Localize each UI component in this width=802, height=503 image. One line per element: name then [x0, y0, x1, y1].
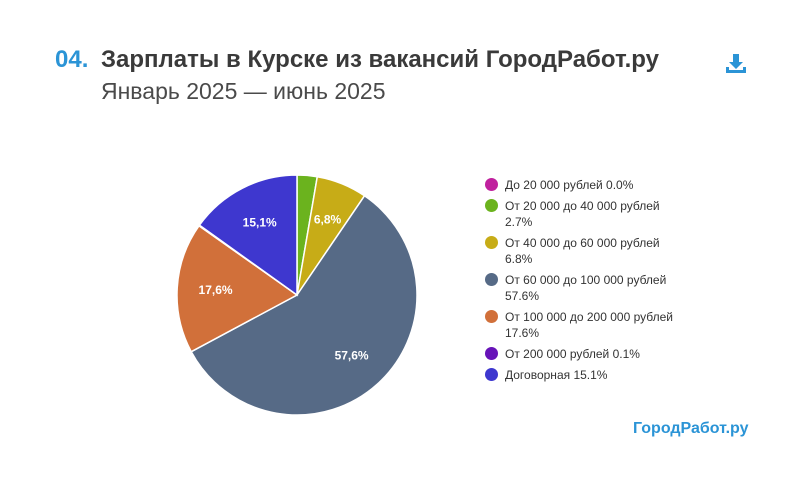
- pie-chart: 6,8% 57,6% 17,6% 15,1%: [176, 174, 418, 416]
- download-icon[interactable]: [724, 52, 748, 76]
- legend-label: От 100 000 до 200 000 рублей 17.6%: [505, 310, 673, 340]
- legend-item[interactable]: От 40 000 до 60 000 рублей 6.8%: [485, 235, 685, 267]
- legend-item[interactable]: От 100 000 до 200 000 рублей 17.6%: [485, 309, 685, 341]
- slice-data-label: 17,6%: [199, 283, 233, 297]
- slice-data-label: 57,6%: [335, 349, 369, 363]
- legend-item[interactable]: От 200 000 рублей 0.1%: [485, 346, 685, 362]
- slice-data-label: 15,1%: [243, 215, 277, 229]
- legend-marker: [485, 199, 498, 212]
- legend-label: От 40 000 до 60 000 рублей 6.8%: [505, 236, 660, 266]
- legend-label: Договорная 15.1%: [505, 368, 608, 382]
- pie-slice[interactable]: [198, 174, 298, 297]
- chart-legend: До 20 000 рублей 0.0% От 20 000 до 40 000…: [485, 177, 685, 388]
- legend-marker: [485, 178, 498, 191]
- legend-item[interactable]: До 20 000 рублей 0.0%: [485, 177, 685, 193]
- legend-marker: [485, 273, 498, 286]
- brand-logo: ГородРабот.ру: [633, 420, 749, 437]
- legend-marker: [485, 310, 498, 323]
- chart-subtitle: Январь 2025 — июнь 2025: [101, 78, 386, 104]
- legend-label: До 20 000 рублей 0.0%: [505, 178, 634, 192]
- legend-marker: [485, 347, 498, 360]
- legend-item[interactable]: От 60 000 до 100 000 рублей 57.6%: [485, 272, 685, 304]
- pie-slice[interactable]: [190, 194, 418, 416]
- legend-item[interactable]: От 20 000 до 40 000 рублей 2.7%: [485, 198, 685, 230]
- pie-slice[interactable]: [176, 224, 299, 353]
- legend-label: От 200 000 рублей 0.1%: [505, 347, 640, 361]
- legend-label: От 60 000 до 100 000 рублей 57.6%: [505, 273, 667, 303]
- legend-label: От 20 000 до 40 000 рублей 2.7%: [505, 199, 660, 229]
- legend-marker: [485, 236, 498, 249]
- slice-data-label: 6,8%: [314, 212, 342, 226]
- legend-item[interactable]: Договорная 15.1%: [485, 367, 685, 383]
- legend-marker: [485, 368, 498, 381]
- chart-number: 04.: [55, 46, 89, 73]
- chart-title: Зарплаты в Курске из вакансий ГородРабот…: [101, 46, 659, 73]
